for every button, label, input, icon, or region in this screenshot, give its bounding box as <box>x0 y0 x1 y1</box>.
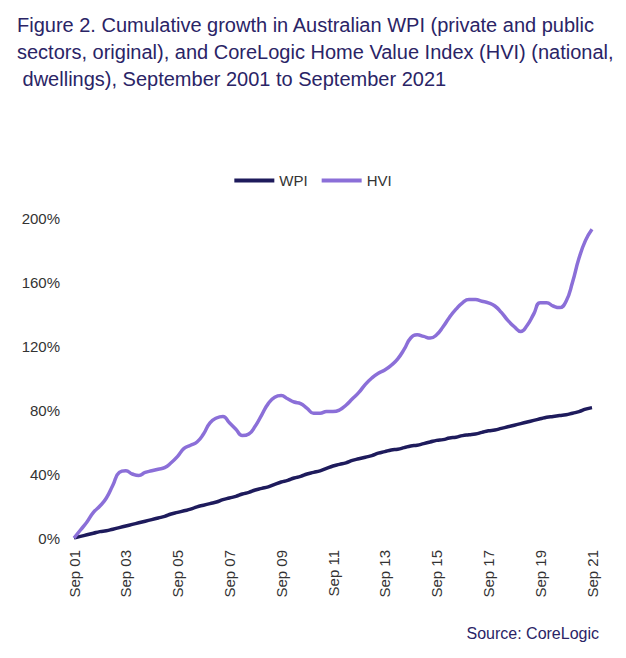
svg-text:200%: 200% <box>22 210 60 227</box>
svg-text:Sep 21: Sep 21 <box>584 550 601 598</box>
svg-text:sectors, original), and CoreLo: sectors, original), and CoreLogic Home V… <box>17 41 614 63</box>
svg-text:Sep 13: Sep 13 <box>376 550 393 598</box>
svg-text:160%: 160% <box>22 274 60 291</box>
svg-text:Sep 17: Sep 17 <box>480 550 497 598</box>
svg-text:Sep 15: Sep 15 <box>428 550 445 598</box>
svg-text:Sep 11: Sep 11 <box>325 550 342 596</box>
svg-text:Sep 05: Sep 05 <box>169 550 186 598</box>
svg-text:Sep 09: Sep 09 <box>273 550 290 598</box>
svg-text:Figure 2. Cumulative growth in: Figure 2. Cumulative growth in Australia… <box>17 14 600 36</box>
svg-text:40%: 40% <box>30 466 60 483</box>
svg-text:Source: CoreLogic: Source: CoreLogic <box>466 625 599 642</box>
svg-text:Sep 03: Sep 03 <box>117 550 134 598</box>
svg-text:80%: 80% <box>30 402 60 419</box>
svg-text:Sep 19: Sep 19 <box>532 550 549 598</box>
svg-text:WPI: WPI <box>279 172 307 189</box>
svg-text:dwellings), September 2001 to: dwellings), September 2001 to September … <box>17 68 446 90</box>
svg-text:Sep 07: Sep 07 <box>221 550 238 598</box>
svg-text:Sep 01: Sep 01 <box>66 550 83 598</box>
svg-text:120%: 120% <box>22 338 60 355</box>
svg-text:0%: 0% <box>38 530 60 547</box>
svg-text:HVI: HVI <box>367 172 392 189</box>
